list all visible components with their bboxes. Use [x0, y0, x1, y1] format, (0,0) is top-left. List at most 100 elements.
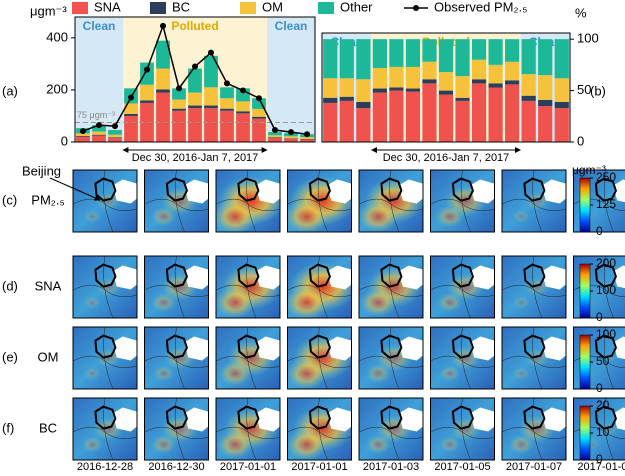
colorbar-tick-label: 100 — [596, 283, 616, 297]
boundary — [144, 169, 209, 233]
map-blank — [327, 407, 356, 432]
map-frame — [358, 397, 424, 461]
map-panel — [286, 397, 356, 461]
y-tick-label: 0 — [61, 133, 68, 148]
map-frame — [215, 169, 281, 233]
bar-segment — [172, 99, 186, 109]
map-blank — [470, 179, 499, 204]
boundary — [144, 397, 209, 461]
map-blank — [613, 336, 625, 360]
map-frame — [501, 397, 567, 461]
beijing-outline — [451, 177, 474, 202]
bar-segment — [389, 90, 404, 142]
bar-segment — [124, 115, 138, 142]
observed-point — [80, 128, 86, 135]
bar-segment — [220, 87, 234, 99]
bar-segment — [505, 84, 520, 142]
map-hotspot — [524, 348, 550, 368]
map-panel — [72, 255, 141, 319]
map-panel — [144, 397, 213, 461]
map-panel — [144, 169, 213, 233]
colorbar-tick-label: 250 — [596, 170, 616, 184]
beijing-outline — [165, 263, 188, 288]
bar-segment — [356, 101, 371, 109]
bar-segment — [455, 97, 470, 101]
boundary — [430, 169, 495, 233]
map-hotspot — [151, 206, 177, 227]
map-frame — [215, 326, 281, 390]
period-label: Dec 30, 2016-Jan 7, 2017 — [383, 152, 510, 164]
plot-frame — [74, 16, 316, 143]
bar-segment — [236, 101, 250, 112]
row-label: OM — [38, 349, 59, 364]
colorbar — [579, 263, 591, 319]
observed-point — [128, 94, 134, 101]
boundary — [215, 255, 281, 319]
bar-segment — [140, 84, 154, 101]
legend-label: Observed PM₂.₅ — [434, 0, 527, 14]
map-frame — [430, 169, 495, 233]
legend-label: OM — [262, 0, 283, 14]
map-blank — [613, 265, 625, 289]
map-hotspot — [216, 430, 254, 459]
beijing-outline — [165, 177, 188, 202]
region — [75, 17, 123, 142]
bar-segment — [268, 137, 282, 139]
bar-segment — [356, 108, 371, 142]
legend-label: BC — [172, 0, 190, 14]
bar-segment — [422, 83, 437, 142]
map-blank — [398, 407, 427, 432]
bar-segment — [323, 78, 338, 98]
boundary — [430, 326, 495, 390]
map-hotspot — [365, 434, 391, 455]
observed-point — [96, 122, 102, 129]
panel-label: (c) — [2, 192, 17, 207]
map-hotspot — [83, 366, 101, 381]
bar-segment — [405, 91, 421, 142]
boundary — [358, 169, 424, 233]
bar-segment — [284, 138, 298, 142]
boundary — [72, 326, 138, 390]
bar-segment — [389, 66, 404, 88]
date-label: 2016-12-30 — [148, 461, 204, 473]
bar-segment — [405, 88, 421, 92]
period-label: Dec 30, 2016-Jan 7, 2017 — [132, 152, 259, 164]
beijing-outline — [380, 177, 403, 202]
map-panel — [430, 255, 499, 319]
colorbar-tick-label: 0 — [596, 381, 603, 395]
map-panel — [501, 169, 570, 233]
bar-segment — [455, 100, 470, 142]
city-pointer — [49, 177, 101, 201]
city-label: Beijing — [22, 163, 61, 178]
map-panel — [286, 326, 356, 390]
map-frame — [215, 397, 281, 461]
map-panel — [430, 169, 499, 233]
colorbar — [579, 177, 591, 233]
map-blank — [541, 407, 570, 432]
bar-segment — [204, 55, 218, 88]
colorbar-unit: μgm⁻³ — [572, 163, 606, 177]
bar-segment — [268, 132, 282, 136]
map-frame — [501, 255, 567, 319]
y-tick-label: 50 — [577, 82, 591, 97]
map-hotspot — [95, 277, 121, 297]
boundary — [72, 255, 138, 319]
bar-segment — [188, 105, 202, 109]
map-hotspot — [524, 191, 550, 211]
map-frame — [430, 397, 495, 461]
boundary — [215, 169, 281, 233]
boundary — [215, 397, 281, 461]
bar-segment — [339, 100, 354, 142]
bar-segment — [124, 103, 138, 114]
boundary — [287, 255, 352, 319]
map-panel — [284, 255, 356, 320]
boundary — [358, 326, 424, 390]
map-hotspot — [151, 434, 177, 455]
colorbar-tick-label: 100 — [596, 327, 616, 341]
bar-segment — [438, 90, 454, 95]
boundary — [358, 397, 424, 461]
observed-point — [208, 49, 214, 56]
bar-segment — [92, 134, 106, 136]
panel-label: (e) — [2, 349, 18, 364]
map-blank — [255, 336, 284, 361]
